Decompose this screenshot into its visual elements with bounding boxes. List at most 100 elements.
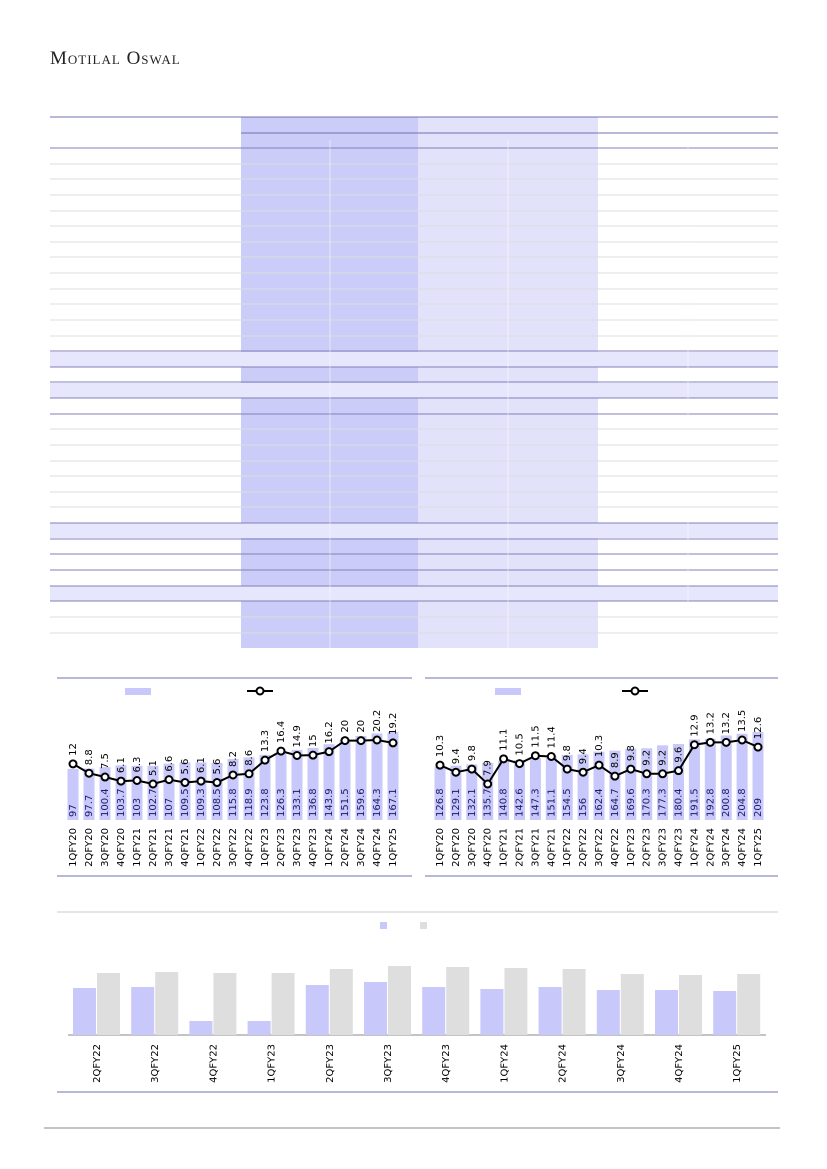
row-band	[50, 586, 778, 601]
bar-label: 156	[578, 798, 589, 817]
bar	[545, 756, 557, 820]
bar	[213, 973, 237, 1035]
x-tick-label: 1QFY25	[753, 828, 764, 867]
line-label: 14.9	[292, 725, 303, 747]
line-point	[642, 769, 652, 779]
line-point	[260, 755, 270, 765]
line-label: 8.8	[84, 749, 95, 765]
line-point	[467, 764, 477, 774]
bar	[704, 738, 716, 820]
line-label: 12.6	[753, 717, 764, 739]
x-tick-label: 3QFY20	[100, 828, 111, 867]
legend-swatch	[420, 922, 427, 929]
x-tick-label: 4QFY21	[546, 828, 557, 867]
line-label: 10.5	[515, 733, 526, 755]
bar	[131, 765, 143, 820]
bar	[514, 759, 525, 820]
bar	[673, 744, 684, 820]
line-point	[515, 759, 524, 769]
bar	[271, 973, 295, 1035]
x-tick-label: 3QFY23	[292, 828, 303, 867]
bar	[227, 759, 239, 820]
bar	[480, 989, 504, 1035]
bar-label: 164.7	[610, 788, 621, 817]
bar-label: 107	[164, 798, 175, 817]
x-tick-label: 3QFY22	[594, 828, 605, 867]
x-tick-label: 3QFY23	[658, 828, 669, 867]
bar-label: 170.3	[642, 788, 653, 817]
bar-label: 103.7	[116, 788, 127, 817]
line-label: 9.2	[658, 750, 669, 766]
bar-label: 136.8	[308, 788, 319, 817]
bar-label: 103	[132, 798, 143, 817]
x-tick-label: 1QFY23	[260, 828, 271, 867]
line-point	[562, 764, 572, 774]
bar-label: 143.9	[324, 788, 335, 817]
table	[50, 116, 778, 648]
x-tick-label: 4QFY21	[180, 828, 191, 867]
bar	[115, 765, 127, 820]
x-tick-label: 1QFY20	[68, 828, 79, 867]
x-tick-label: 1QFY25	[388, 828, 399, 867]
line-point	[610, 771, 620, 781]
x-tick-label: 4QFY24	[737, 828, 748, 867]
bar	[641, 748, 653, 820]
bar-label: 151.5	[340, 788, 351, 817]
line-point	[594, 760, 604, 770]
line-point	[196, 776, 206, 786]
x-tick-label: 4QFY24	[372, 828, 383, 867]
bar	[596, 990, 620, 1035]
bar	[83, 768, 95, 820]
x-tick-label: 1QFY23	[626, 828, 637, 867]
line-point	[84, 768, 94, 778]
line-label: 8.9	[610, 752, 621, 768]
bar	[147, 765, 159, 820]
line-label: 6.1	[196, 757, 207, 773]
bar	[593, 751, 605, 820]
bar	[195, 762, 207, 820]
line-label: 6.6	[164, 756, 175, 772]
bar	[688, 739, 700, 820]
bar	[355, 735, 367, 820]
line-label: 9.4	[451, 748, 462, 764]
legend-swatch	[630, 686, 640, 696]
line-point	[451, 767, 461, 777]
x-tick-label: 2QFY24	[558, 1044, 569, 1083]
line-point	[180, 778, 190, 788]
line-label: 7.9	[483, 760, 494, 776]
x-tick-label: 3QFY22	[228, 828, 239, 867]
x-tick-label: 2QFY23	[276, 828, 287, 867]
bar	[609, 750, 621, 820]
bar	[99, 767, 111, 820]
bar	[329, 969, 353, 1035]
x-tick-label: 2QFY22	[212, 828, 223, 867]
bar	[291, 749, 303, 820]
bar	[737, 974, 761, 1035]
x-tick-label: 1QFY24	[499, 1044, 510, 1083]
x-tick-label: 4QFY23	[674, 828, 685, 867]
x-tick-label: 1QFY25	[732, 1044, 743, 1083]
row-band	[50, 352, 778, 367]
bar	[466, 764, 478, 820]
bar	[422, 987, 446, 1035]
line-label: 9.8	[562, 745, 573, 761]
x-tick-label: 1QFY22	[562, 828, 573, 867]
bar	[498, 760, 510, 820]
bar	[163, 763, 175, 820]
bar-label: 200.8	[721, 788, 732, 817]
bar-label: 118.9	[244, 788, 255, 817]
bar	[388, 966, 411, 1035]
row-band	[50, 383, 778, 398]
bar	[450, 765, 462, 820]
line-point	[100, 772, 110, 782]
bar	[720, 735, 732, 820]
x-tick-label: 2QFY20	[451, 828, 462, 867]
bar-label: 169.6	[626, 788, 637, 817]
bar-label: 209	[753, 798, 764, 817]
line-point	[499, 754, 509, 764]
line-label: 6.3	[132, 757, 143, 773]
line-label: 8.2	[228, 751, 239, 767]
bar	[387, 732, 399, 820]
